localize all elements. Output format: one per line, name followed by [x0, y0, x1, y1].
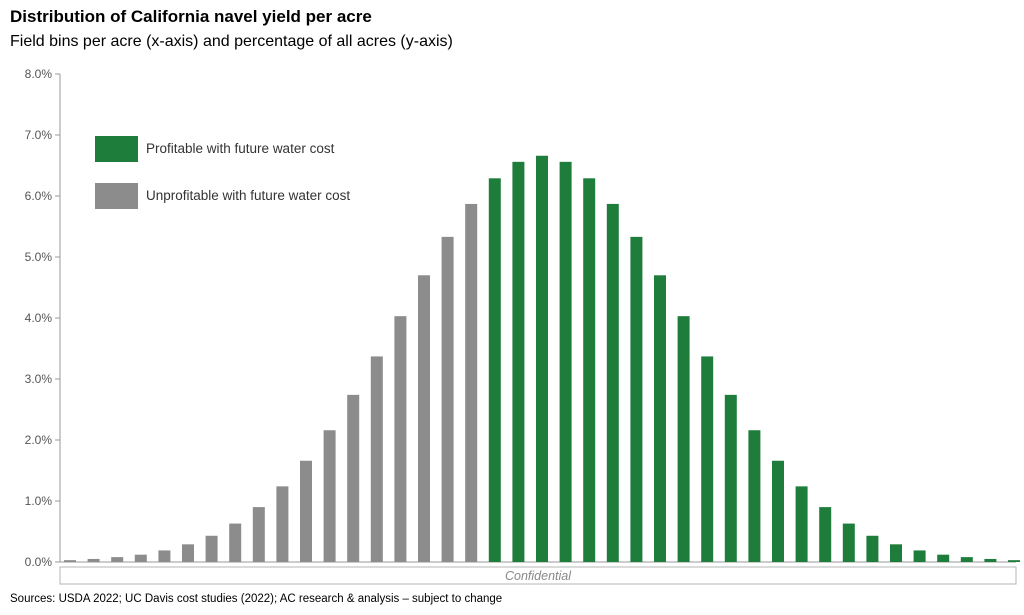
bar [323, 430, 336, 562]
bar [418, 275, 430, 562]
bar [394, 316, 407, 562]
bar [1008, 560, 1020, 562]
y-tick-label: 6.0% [25, 189, 53, 203]
bar [205, 535, 218, 562]
bar [300, 460, 312, 562]
bar [866, 535, 879, 562]
bar [819, 507, 832, 562]
bar [252, 507, 265, 562]
legend-swatch [95, 136, 138, 162]
bar [488, 178, 501, 562]
bar [890, 544, 902, 562]
bar [276, 486, 289, 562]
bar [630, 236, 643, 562]
bar [748, 430, 761, 562]
bars [64, 155, 1020, 563]
legend-label: Unprofitable with future water cost [146, 188, 350, 203]
chart-subtitle: Field bins per acre (x-axis) and percent… [10, 33, 453, 50]
y-tick-label: 5.0% [25, 250, 53, 264]
confidential-label: Confidential [505, 569, 572, 583]
bar [606, 203, 619, 562]
y-tick-label: 0.0% [25, 555, 53, 569]
sources-note: Sources: USDA 2022; UC Davis cost studie… [10, 593, 503, 605]
bar [111, 557, 124, 562]
bar [724, 394, 737, 562]
bar [64, 560, 76, 562]
chart-title: Distribution of California navel yield p… [10, 7, 372, 26]
bar [87, 558, 100, 562]
legend-label: Profitable with future water cost [146, 141, 335, 156]
bar [536, 155, 548, 563]
y-tick-label: 7.0% [25, 128, 53, 142]
bar [559, 161, 572, 562]
bar [772, 460, 784, 562]
bar [984, 558, 997, 562]
bar [370, 356, 383, 562]
bar [229, 523, 242, 562]
bar [701, 356, 714, 562]
y-tick-label: 8.0% [25, 67, 53, 81]
confidential-banner: Confidential [59, 566, 1017, 585]
bar [182, 544, 194, 562]
bar [913, 550, 926, 562]
confidential-box [59, 566, 1017, 585]
bar [795, 486, 808, 562]
bar [583, 178, 596, 562]
bar [512, 161, 525, 562]
y-tick-label: 1.0% [25, 494, 53, 508]
bar-chart: 0.0% 1.0% 2.0% 3.0% 4.0% 5.0% 6.0% 7.0% 8.0% Pro… [25, 67, 1020, 585]
legend-swatch [95, 183, 138, 209]
bar [842, 523, 855, 562]
y-tick-label: 3.0% [25, 372, 53, 386]
bar [441, 236, 454, 562]
bar [465, 203, 478, 562]
axes: 0.0% 1.0% 2.0% 3.0% 4.0% 5.0% 6.0% 7.0% 8.0% [25, 67, 1016, 569]
bar [960, 557, 973, 562]
bar [134, 554, 147, 562]
y-tick-label: 2.0% [25, 433, 53, 447]
bar [677, 316, 690, 562]
bar [347, 394, 360, 562]
y-tick-label: 4.0% [25, 311, 53, 325]
bar [937, 554, 950, 562]
bar [158, 550, 171, 562]
legend: Profitable with future water cost Unprofi… [95, 136, 350, 209]
bar [654, 275, 666, 562]
